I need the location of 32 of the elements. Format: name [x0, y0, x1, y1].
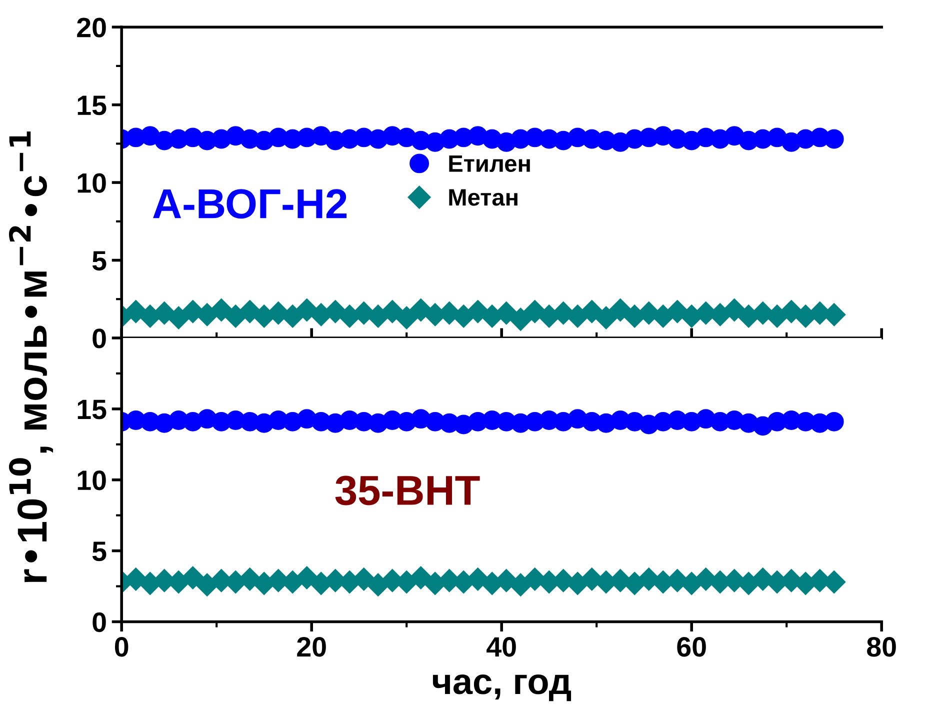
- legend-label: Етилен: [449, 155, 530, 172]
- y-tick-label: 10: [78, 470, 106, 490]
- x-axis-title: час, год: [432, 674, 572, 702]
- point: [509, 308, 532, 331]
- point: [580, 300, 604, 324]
- y-tick-label: 5: [92, 542, 106, 562]
- y-tick-label: 0: [92, 328, 106, 348]
- y-tick-label: 15: [78, 400, 106, 420]
- x-tick-label: 80: [867, 637, 896, 657]
- y-tick-label: 20: [77, 18, 106, 38]
- point: [722, 298, 746, 322]
- annotation: 35-ВНТ: [335, 476, 480, 506]
- point: [210, 298, 233, 322]
- y-tick-label: 5: [92, 251, 106, 271]
- y-tick-label: 10: [78, 173, 106, 193]
- point: [395, 306, 418, 330]
- x-tick-label: 0: [114, 637, 128, 657]
- point: [594, 306, 618, 330]
- y-tick-label: 15: [78, 96, 106, 116]
- x-tick-label: 20: [297, 637, 326, 657]
- point: [608, 298, 632, 322]
- point: [824, 129, 844, 149]
- x-tick-label: 40: [486, 637, 516, 657]
- point: [167, 306, 190, 330]
- point: [824, 412, 844, 432]
- annotation: А-ВОГ-Н2: [153, 189, 347, 219]
- y-tick-label: 0: [92, 612, 106, 632]
- x-tick-label: 60: [677, 637, 706, 657]
- point: [380, 300, 404, 324]
- y-axis-title: r•10$^{10}$, моль•м$^{−2}$•с$^{−1}$: [8, 132, 54, 582]
- legend-label: Метан: [449, 189, 518, 206]
- point: [509, 573, 532, 596]
